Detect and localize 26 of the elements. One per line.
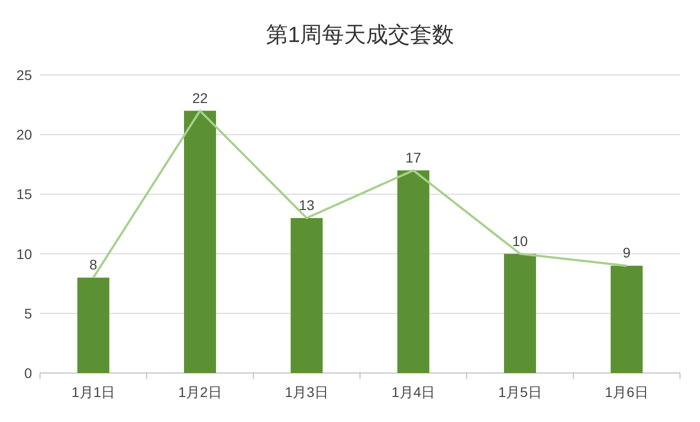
- bar: [290, 218, 323, 373]
- data-label: 22: [192, 90, 208, 106]
- x-tick-label: 1月3日: [284, 384, 328, 400]
- x-tick-label: 1月4日: [392, 384, 436, 400]
- bar: [610, 266, 643, 373]
- bar: [77, 278, 110, 373]
- x-tick-label: 1月6日: [604, 384, 648, 400]
- bar: [504, 254, 536, 373]
- chart-title: 第1周每天成交套数: [266, 22, 454, 47]
- y-tick-label: 0: [24, 365, 32, 381]
- x-tick-label: 1月1日: [72, 384, 116, 400]
- data-label: 17: [406, 149, 422, 166]
- y-tick-label: 10: [16, 246, 32, 262]
- x-tick-label: 1月2日: [178, 384, 222, 400]
- y-tick-label: 25: [16, 67, 32, 83]
- y-tick-label: 15: [16, 186, 32, 202]
- y-tick-label: 5: [24, 305, 32, 322]
- bar: [397, 170, 430, 373]
- line-series: [92, 110, 628, 279]
- x-tick-label: 1月5日: [498, 384, 542, 400]
- data-label: 13: [298, 197, 315, 214]
- data-label: 10: [512, 232, 528, 249]
- data-label: 8: [89, 256, 98, 273]
- data-label: 9: [622, 244, 631, 261]
- y-tick-label: 20: [16, 126, 32, 143]
- bar: [184, 110, 216, 373]
